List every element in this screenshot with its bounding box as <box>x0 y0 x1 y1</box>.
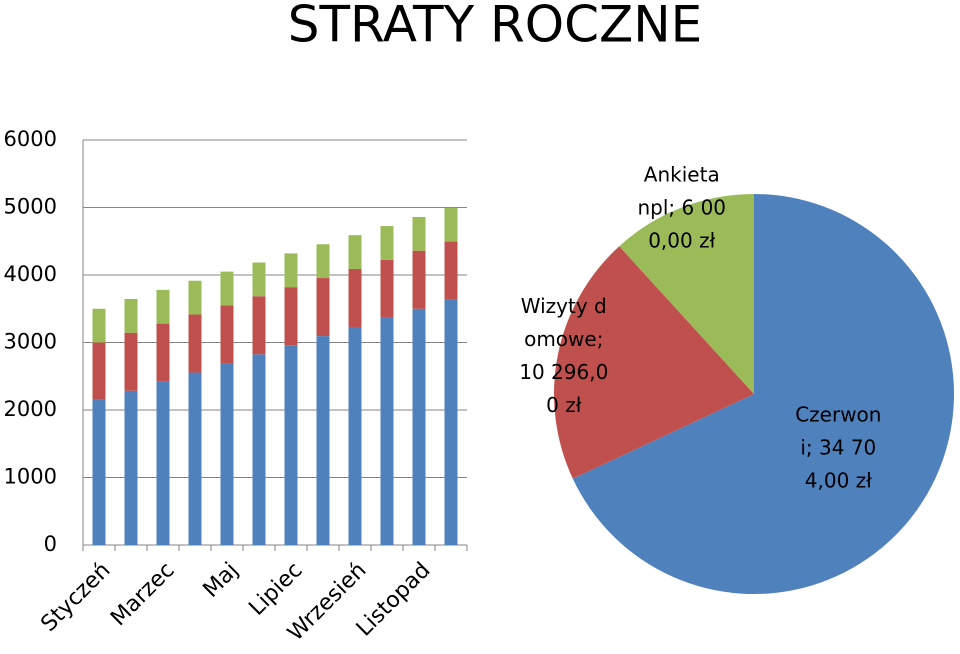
bar-segment <box>188 280 202 315</box>
y-tick-label: 2000 <box>4 397 57 421</box>
bar-segment <box>348 326 362 545</box>
bar-segment <box>92 342 106 400</box>
bar-segment <box>444 299 458 545</box>
bar-segment <box>156 323 170 382</box>
bar-segment <box>380 226 394 260</box>
bar-segment <box>284 253 298 288</box>
bar-segment <box>124 298 138 333</box>
bar-segment <box>156 381 170 545</box>
bar-segment <box>92 399 106 545</box>
y-tick-label: 0 <box>44 532 57 556</box>
bar-segment <box>124 332 138 391</box>
x-tick-label: Marzec <box>106 558 179 631</box>
bar-segment <box>412 250 426 309</box>
bar-segment <box>188 314 202 373</box>
bar-segment <box>220 363 234 545</box>
bar-segment <box>316 336 330 545</box>
bar-segment <box>380 259 394 318</box>
slice-label: Ankieta npl; 6 000,00 zł <box>637 162 727 252</box>
bar-segment <box>412 216 426 251</box>
bar-segment <box>316 244 330 279</box>
bar-segment <box>284 345 298 545</box>
chart-title: STRATY ROCZNE <box>288 0 703 54</box>
y-tick-label: 5000 <box>4 195 57 219</box>
y-tick-label: 3000 <box>4 330 57 354</box>
x-tick-label: Styczeń <box>36 558 115 637</box>
bar-segment <box>444 241 458 300</box>
slice-label: Czerwoni; 34 704,00 zł <box>795 402 882 493</box>
pie-slice <box>572 194 954 595</box>
y-tick-label: 1000 <box>4 465 57 489</box>
pie-slice <box>554 246 754 479</box>
x-tick-label: Lipiec <box>244 558 307 621</box>
bar-segment <box>284 287 298 346</box>
bar-segment <box>252 262 266 297</box>
bar-segment <box>92 308 106 343</box>
y-tick-label: 4000 <box>4 262 57 286</box>
x-tick-label: Maj <box>199 558 244 603</box>
pie-slice <box>619 194 754 394</box>
y-tick-label: 6000 <box>4 127 57 151</box>
slice-label: Wizyty domowe; 10 296,00 zł <box>519 293 609 417</box>
bar-segment <box>156 289 170 324</box>
bar-segment <box>188 372 202 545</box>
bar-segment <box>348 268 362 327</box>
bar-segment <box>380 317 394 545</box>
bar-segment <box>252 296 266 355</box>
bar-segment <box>444 207 458 242</box>
bar-segment <box>348 235 362 269</box>
bar-segment <box>220 305 234 364</box>
bar-segment <box>316 278 330 337</box>
bar-segment <box>252 354 266 545</box>
bar-segment <box>124 390 138 545</box>
bar-segment <box>220 271 234 306</box>
bar-segment <box>412 308 426 545</box>
